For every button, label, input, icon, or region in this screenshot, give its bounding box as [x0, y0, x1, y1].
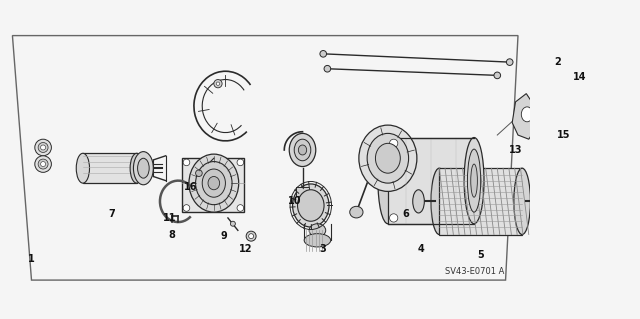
Ellipse shape — [289, 133, 316, 167]
Ellipse shape — [38, 159, 48, 169]
Ellipse shape — [35, 156, 51, 172]
Ellipse shape — [514, 168, 531, 234]
Ellipse shape — [208, 176, 220, 190]
Polygon shape — [512, 93, 537, 139]
Text: 15: 15 — [557, 130, 570, 140]
Ellipse shape — [359, 125, 417, 191]
Ellipse shape — [464, 137, 484, 224]
Text: 5: 5 — [477, 250, 484, 260]
Ellipse shape — [506, 59, 513, 65]
Ellipse shape — [183, 159, 190, 166]
Ellipse shape — [130, 153, 143, 183]
Ellipse shape — [214, 79, 222, 88]
Ellipse shape — [471, 164, 477, 197]
Ellipse shape — [38, 143, 48, 152]
Ellipse shape — [40, 161, 45, 167]
Ellipse shape — [390, 214, 398, 222]
Polygon shape — [562, 73, 595, 102]
Text: 13: 13 — [509, 145, 522, 155]
Ellipse shape — [202, 169, 225, 197]
Ellipse shape — [216, 82, 220, 85]
Text: 16: 16 — [184, 182, 197, 192]
Ellipse shape — [559, 112, 568, 122]
Ellipse shape — [183, 205, 190, 211]
Ellipse shape — [534, 191, 546, 211]
Text: 6: 6 — [403, 209, 410, 219]
Ellipse shape — [320, 50, 326, 57]
Bar — [296, 187, 309, 196]
Text: 11: 11 — [163, 213, 177, 223]
Text: 10: 10 — [287, 197, 301, 206]
Ellipse shape — [349, 206, 363, 218]
Ellipse shape — [298, 190, 324, 221]
Bar — [439, 168, 522, 234]
Text: 4: 4 — [418, 244, 424, 255]
Ellipse shape — [230, 221, 236, 226]
Ellipse shape — [494, 72, 500, 79]
Ellipse shape — [367, 133, 408, 183]
Text: 7: 7 — [109, 209, 115, 219]
Bar — [388, 137, 474, 224]
Ellipse shape — [196, 161, 232, 205]
Ellipse shape — [378, 137, 398, 224]
Ellipse shape — [522, 107, 533, 122]
Text: 9: 9 — [220, 231, 227, 241]
Text: 14: 14 — [573, 72, 587, 82]
Ellipse shape — [237, 205, 244, 211]
Ellipse shape — [40, 145, 45, 150]
Ellipse shape — [575, 84, 582, 92]
Ellipse shape — [324, 65, 331, 72]
Ellipse shape — [556, 107, 572, 127]
Ellipse shape — [431, 168, 447, 234]
Text: SV43-E0701 A: SV43-E0701 A — [445, 267, 504, 276]
Bar — [83, 153, 137, 183]
Text: 3: 3 — [320, 244, 326, 255]
Ellipse shape — [413, 190, 424, 213]
Bar — [182, 158, 244, 212]
Ellipse shape — [298, 145, 307, 155]
Text: 8: 8 — [168, 229, 175, 240]
Text: 2: 2 — [554, 57, 561, 67]
Ellipse shape — [138, 158, 149, 178]
Ellipse shape — [304, 234, 331, 247]
Ellipse shape — [572, 79, 585, 96]
Ellipse shape — [248, 234, 253, 239]
Ellipse shape — [390, 139, 398, 147]
Ellipse shape — [76, 153, 90, 183]
Text: 12: 12 — [239, 244, 252, 255]
Ellipse shape — [189, 154, 239, 212]
Ellipse shape — [376, 143, 400, 173]
Text: 1: 1 — [28, 254, 35, 264]
Ellipse shape — [133, 152, 154, 185]
Ellipse shape — [35, 139, 51, 156]
Ellipse shape — [467, 149, 481, 212]
Ellipse shape — [294, 139, 311, 161]
Ellipse shape — [196, 170, 202, 176]
Ellipse shape — [309, 224, 326, 237]
Ellipse shape — [246, 231, 256, 241]
Polygon shape — [547, 98, 580, 133]
Ellipse shape — [237, 159, 244, 166]
Ellipse shape — [292, 184, 329, 227]
